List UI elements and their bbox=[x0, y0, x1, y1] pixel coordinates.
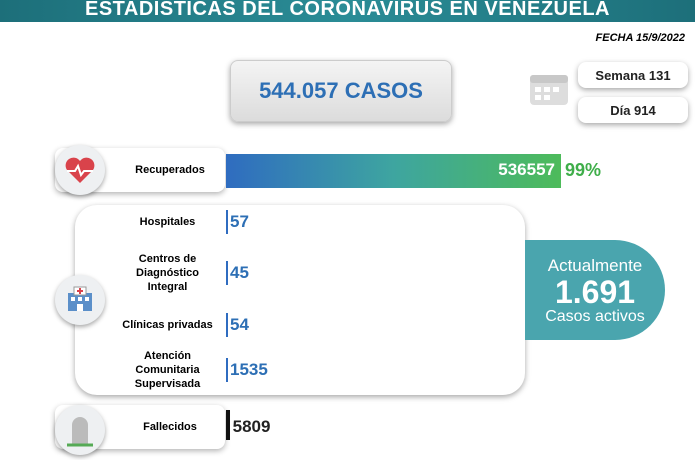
total-cases: 544.057 CASOS bbox=[259, 78, 423, 103]
total-box: 544.057 CASOS bbox=[230, 60, 452, 122]
label: Clínicas privadas bbox=[122, 319, 213, 331]
date: FECHA 15/9/2022 bbox=[595, 32, 685, 44]
bar bbox=[226, 261, 228, 285]
label: Atención Comunitaria Supervisada bbox=[134, 350, 201, 390]
week: Semana 131 bbox=[578, 62, 688, 88]
label: Recuperados bbox=[135, 164, 205, 176]
active-value: 1.691 bbox=[554, 274, 636, 310]
calendar-icon bbox=[530, 75, 568, 105]
value: 54 bbox=[230, 315, 249, 334]
label: Fallecidos bbox=[143, 421, 197, 433]
hospital-icon bbox=[55, 275, 105, 325]
bar bbox=[226, 154, 561, 188]
label: Hospitales bbox=[139, 216, 196, 228]
value: 45 bbox=[230, 263, 249, 282]
day: Día 914 bbox=[578, 97, 688, 123]
bar bbox=[226, 410, 230, 440]
percent: 99% bbox=[565, 160, 602, 180]
value: 57 bbox=[230, 212, 249, 231]
bar bbox=[226, 358, 228, 382]
active-title: Actualmente bbox=[547, 256, 643, 275]
bar bbox=[226, 210, 228, 234]
value: 536557 bbox=[498, 160, 555, 179]
tomb-icon bbox=[55, 405, 105, 455]
hospital-panel bbox=[75, 205, 525, 395]
active-label: Casos activos bbox=[545, 308, 645, 325]
label: Centros de Diagnóstico Integral bbox=[136, 253, 199, 293]
active-box: Actualmente 1.691 Casos activos bbox=[525, 240, 665, 340]
value: 5809 bbox=[232, 417, 271, 436]
value: 1535 bbox=[230, 360, 268, 379]
bar bbox=[226, 313, 228, 337]
title: ESTADÍSTICAS DEL CORONAVIRUS EN VENEZUEL… bbox=[0, 0, 695, 22]
heart-icon bbox=[55, 145, 105, 195]
